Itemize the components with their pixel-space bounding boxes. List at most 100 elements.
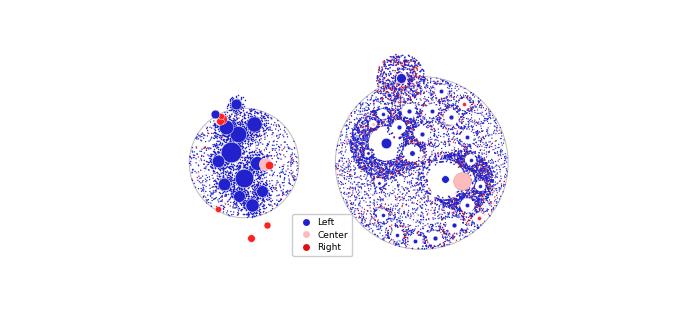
Point xyxy=(382,57,393,62)
Point xyxy=(437,216,448,222)
Point xyxy=(402,59,413,65)
Point xyxy=(382,96,393,101)
Point xyxy=(368,129,379,135)
Point xyxy=(391,196,402,201)
Point xyxy=(351,150,362,155)
Point xyxy=(466,184,477,189)
Point xyxy=(458,216,470,222)
Point xyxy=(436,159,447,164)
Point xyxy=(211,180,222,185)
Point xyxy=(433,228,444,233)
Point xyxy=(279,180,290,185)
Point xyxy=(461,201,472,206)
Point xyxy=(398,162,409,167)
Point xyxy=(442,91,453,96)
Point xyxy=(433,216,444,221)
Point xyxy=(421,77,433,82)
Point xyxy=(405,68,416,73)
Point xyxy=(384,94,395,99)
Point xyxy=(465,137,476,142)
Point xyxy=(474,190,485,196)
Point xyxy=(392,113,403,119)
Point xyxy=(405,89,416,95)
Point xyxy=(377,174,388,179)
Point xyxy=(341,140,352,145)
Point xyxy=(470,209,481,214)
Point xyxy=(272,201,284,207)
Point xyxy=(491,174,502,179)
Point xyxy=(386,75,398,80)
Point xyxy=(431,177,442,182)
Point xyxy=(422,237,433,243)
Point xyxy=(370,143,382,148)
Point xyxy=(380,166,391,171)
Point xyxy=(220,134,232,139)
Point xyxy=(447,166,458,171)
Point xyxy=(428,188,440,194)
Point xyxy=(415,230,426,236)
Point xyxy=(395,121,406,126)
Point xyxy=(368,228,379,233)
Point xyxy=(248,202,260,207)
Point xyxy=(414,146,426,151)
Point xyxy=(267,132,278,137)
Point xyxy=(478,175,489,181)
Point xyxy=(244,166,255,171)
Point xyxy=(476,143,487,149)
Point xyxy=(396,162,407,167)
Point xyxy=(454,126,466,131)
Point xyxy=(361,119,372,125)
Point xyxy=(251,110,262,115)
Point xyxy=(211,136,223,141)
Point xyxy=(495,128,506,133)
Point xyxy=(253,196,264,201)
Point xyxy=(400,242,411,247)
Point xyxy=(223,191,234,197)
Point xyxy=(415,232,426,237)
Point xyxy=(217,185,228,190)
Point xyxy=(461,163,472,168)
Point xyxy=(408,58,419,64)
Point xyxy=(365,144,376,149)
Point xyxy=(407,217,419,222)
Point xyxy=(475,204,486,209)
Point xyxy=(468,198,480,203)
Point xyxy=(358,160,369,166)
Point xyxy=(274,184,286,189)
Point xyxy=(416,206,427,211)
Point xyxy=(374,117,386,122)
Point xyxy=(475,168,486,173)
Point xyxy=(438,180,449,185)
Point xyxy=(396,149,407,154)
Point xyxy=(354,136,365,141)
Point xyxy=(256,115,267,121)
Point xyxy=(379,120,390,125)
Point xyxy=(360,104,372,110)
Point xyxy=(238,186,249,191)
Point xyxy=(440,79,452,84)
Point xyxy=(353,180,364,185)
Point xyxy=(423,98,434,103)
Point xyxy=(389,202,400,207)
Point xyxy=(244,117,255,122)
Point xyxy=(400,91,412,96)
Point xyxy=(400,137,411,142)
Point xyxy=(407,139,418,144)
Point xyxy=(377,116,388,121)
Point xyxy=(368,136,379,141)
Point xyxy=(447,206,458,212)
Point xyxy=(438,171,449,177)
Point xyxy=(463,149,475,154)
Point xyxy=(211,135,222,140)
Point xyxy=(424,186,435,191)
Point xyxy=(468,160,480,166)
Point xyxy=(405,153,416,158)
Point xyxy=(405,157,416,163)
Point xyxy=(408,127,419,132)
Point xyxy=(424,225,435,230)
Point xyxy=(274,170,286,176)
Point xyxy=(365,148,376,153)
Point xyxy=(379,101,390,107)
Point xyxy=(457,114,468,119)
Point xyxy=(372,131,384,137)
